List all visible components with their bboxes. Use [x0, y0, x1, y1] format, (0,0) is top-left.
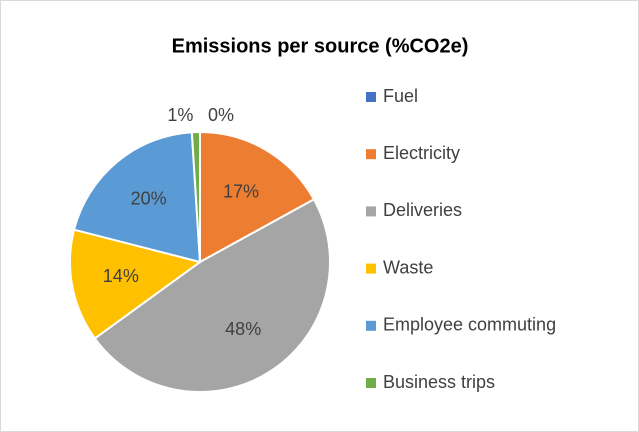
data-label: 20% — [131, 189, 167, 209]
legend-label: Business trips — [383, 372, 495, 392]
data-label: 48% — [225, 319, 261, 339]
data-label: 14% — [103, 266, 139, 286]
legend-label: Waste — [383, 257, 433, 277]
legend-swatch — [366, 206, 376, 217]
pie-slice — [93, 198, 331, 393]
chart-title: Emissions per source (%CO2e) — [172, 35, 469, 57]
legend-label: Electricity — [383, 143, 460, 163]
pie-slice — [190, 130, 201, 263]
legend-swatch — [366, 263, 376, 274]
data-label: 17% — [223, 181, 259, 201]
data-label: 1% — [167, 105, 193, 125]
pie-slice — [199, 130, 316, 264]
pie-slice — [72, 131, 202, 264]
legend-swatch — [366, 320, 376, 331]
legend-label: Fuel — [383, 86, 418, 106]
legend-swatch — [366, 378, 376, 388]
legend-swatch — [366, 149, 376, 160]
pie-slice — [69, 228, 203, 340]
legend-label: Employee commuting — [383, 315, 556, 335]
legend-label: Deliveries — [383, 200, 462, 220]
legend-swatch — [366, 92, 376, 102]
data-label: 0% — [208, 105, 234, 125]
